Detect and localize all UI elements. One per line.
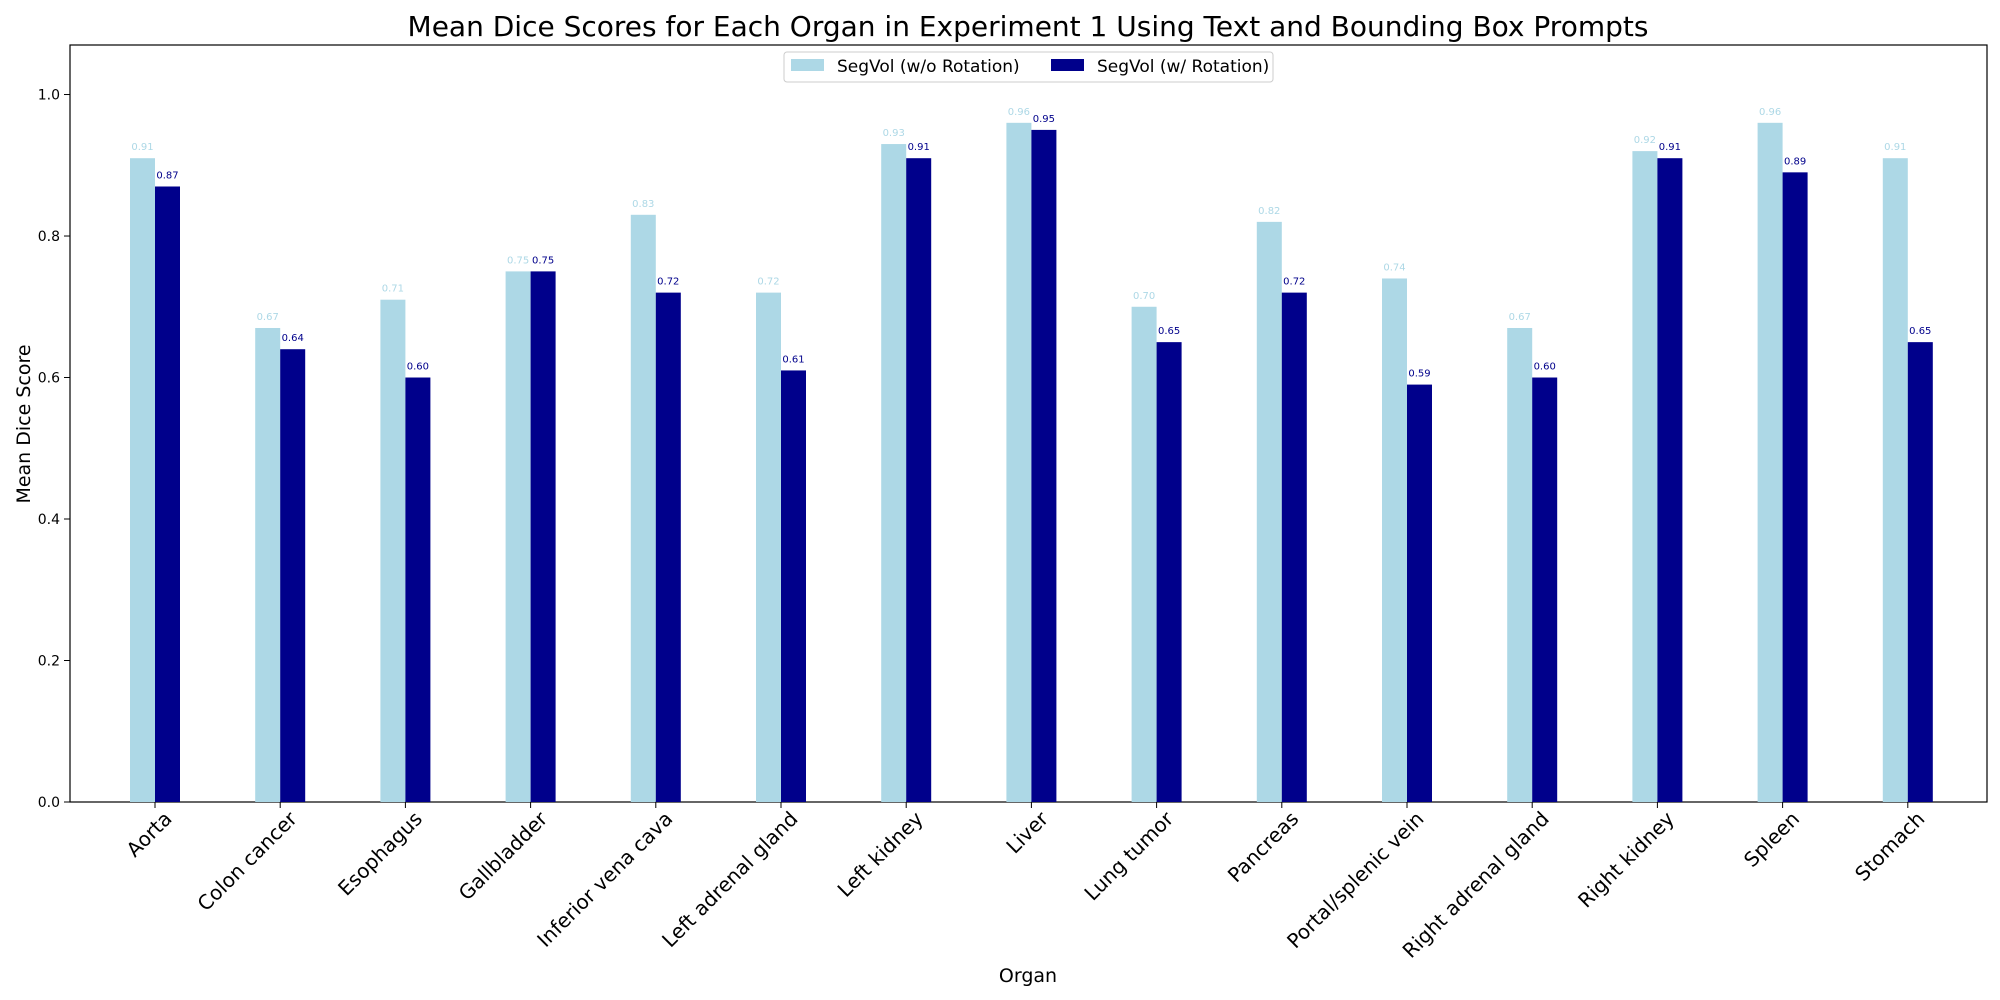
bar-series-0	[255, 327, 281, 802]
bar-value-label: 0.60	[407, 362, 429, 373]
bar-value-label: 0.74	[1383, 262, 1405, 273]
x-tick-label: Liver	[1001, 806, 1053, 858]
bar-value-label: 0.70	[1133, 291, 1155, 302]
x-tick-label: Lung tumor	[1079, 806, 1178, 905]
bar-series-0	[881, 144, 907, 802]
y-tick-label: 1.0	[38, 88, 60, 104]
x-tick-label: Inferior vena cava	[532, 807, 677, 952]
bar-series-1	[155, 186, 180, 802]
bar-value-label: 0.65	[1909, 326, 1931, 337]
x-tick-label: Esophagus	[333, 807, 427, 901]
bar-value-label: 0.82	[1258, 206, 1280, 217]
y-tick-label: 0.0	[38, 795, 60, 811]
bar-value-label: 0.72	[657, 277, 679, 288]
bar-series-0	[1256, 221, 1282, 803]
x-tick-label: Gallbladder	[454, 806, 553, 905]
x-tick-label: Left adrenal gland	[657, 807, 802, 952]
bar-value-label: 0.59	[1408, 369, 1430, 380]
bar-series-1	[1532, 377, 1558, 802]
x-axis-label: Organ	[999, 965, 1057, 987]
bar-series-1	[781, 370, 806, 802]
bar-value-label: 0.75	[532, 255, 554, 266]
bar-series-0	[1507, 327, 1533, 802]
x-tick-label: Aorta	[121, 807, 176, 862]
y-tick-label: 0.8	[38, 229, 60, 245]
bar-value-labels: 0.91 0.67 0.71 0.75 0.83 0.72 0.93 0.96 0.70 0.82…	[131, 107, 1931, 380]
bar-series-0	[505, 271, 531, 802]
legend-entry-series-1: SegVol (w/ Rotation)	[1097, 57, 1269, 77]
bar-series-0	[1882, 158, 1908, 802]
bars	[130, 122, 1933, 803]
y-tick-label: 0.4	[38, 512, 60, 528]
bar-series-1	[530, 271, 556, 802]
bar-series-0	[130, 158, 155, 802]
bar-value-label: 0.64	[282, 333, 304, 344]
bar-series-1	[405, 377, 431, 802]
chart-title: Mean Dice Scores for Each Organ in Exper…	[408, 10, 1649, 43]
bar-series-1	[1782, 172, 1808, 802]
bar-value-label: 0.87	[156, 170, 178, 181]
bar-value-label: 0.72	[1283, 277, 1305, 288]
bar-value-label: 0.60	[1534, 362, 1556, 373]
bar-value-label: 0.89	[1784, 156, 1806, 167]
legend-swatch-series-0	[791, 59, 824, 71]
bar-value-label: 0.67	[1509, 312, 1531, 323]
x-tick-label: Right kidney	[1573, 806, 1679, 912]
bar-value-label: 0.93	[883, 128, 905, 139]
bar-series-1	[1907, 342, 1933, 802]
y-tick-label: 0.6	[38, 371, 60, 387]
bar-series-1	[1281, 292, 1307, 802]
bar-value-label: 0.91	[131, 142, 153, 153]
y-tick-label: 0.2	[38, 654, 60, 670]
bar-value-label: 0.96	[1759, 107, 1781, 118]
x-tick-label: Colon cancer	[192, 806, 302, 916]
bar-series-0	[630, 214, 656, 803]
bar-series-0	[1382, 278, 1407, 802]
bar-series-0	[1131, 306, 1157, 802]
y-axis-ticks: 0.0 0.2 0.4 0.6 0.8 1.0	[38, 88, 70, 811]
bar-series-1	[1156, 342, 1182, 802]
bar-value-label: 0.65	[1158, 326, 1180, 337]
bar-series-0	[1632, 151, 1658, 803]
bar-series-1	[280, 349, 306, 802]
bar-series-1	[1031, 129, 1057, 802]
y-axis-label: Mean Dice Score	[13, 344, 35, 503]
legend-swatch-series-1	[1051, 59, 1084, 71]
bar-value-label: 0.61	[782, 354, 804, 365]
bar-value-label: 0.67	[257, 312, 279, 323]
legend: SegVol (w/o Rotation) SegVol (w/ Rotatio…	[783, 51, 1274, 83]
bar-value-label: 0.92	[1634, 135, 1656, 146]
x-tick-label: Stomach	[1850, 807, 1929, 886]
x-tick-label: Portal/splenic vein	[1282, 807, 1428, 953]
x-tick-label: Left kidney	[833, 806, 928, 901]
bar-value-label: 0.95	[1033, 114, 1055, 125]
bar-series-1	[1407, 384, 1432, 802]
bar-series-1	[906, 158, 932, 802]
bar-value-label: 0.91	[1884, 142, 1906, 153]
bar-value-label: 0.75	[507, 255, 529, 266]
bar-series-1	[655, 292, 681, 802]
bar-value-label: 0.83	[632, 199, 654, 210]
x-tick-label: Pancreas	[1223, 807, 1304, 888]
bar-series-0	[756, 292, 781, 802]
bar-value-label: 0.91	[1659, 142, 1681, 153]
bar-value-label: 0.96	[1008, 107, 1030, 118]
bar-series-1	[1657, 158, 1683, 802]
legend-entry-series-0: SegVol (w/o Rotation)	[837, 57, 1020, 77]
bar-value-label: 0.72	[757, 277, 779, 288]
x-axis-ticks: Aorta Colon cancer Esophagus GallbladderInf…	[121, 802, 1929, 963]
bar-value-label: 0.71	[382, 284, 404, 295]
x-tick-label: Spleen	[1739, 807, 1804, 872]
bar-value-label: 0.91	[908, 142, 930, 153]
bar-series-0	[380, 299, 406, 802]
bar-series-0	[1757, 122, 1783, 802]
bar-series-0	[1006, 122, 1032, 802]
legend-box	[783, 51, 1274, 83]
